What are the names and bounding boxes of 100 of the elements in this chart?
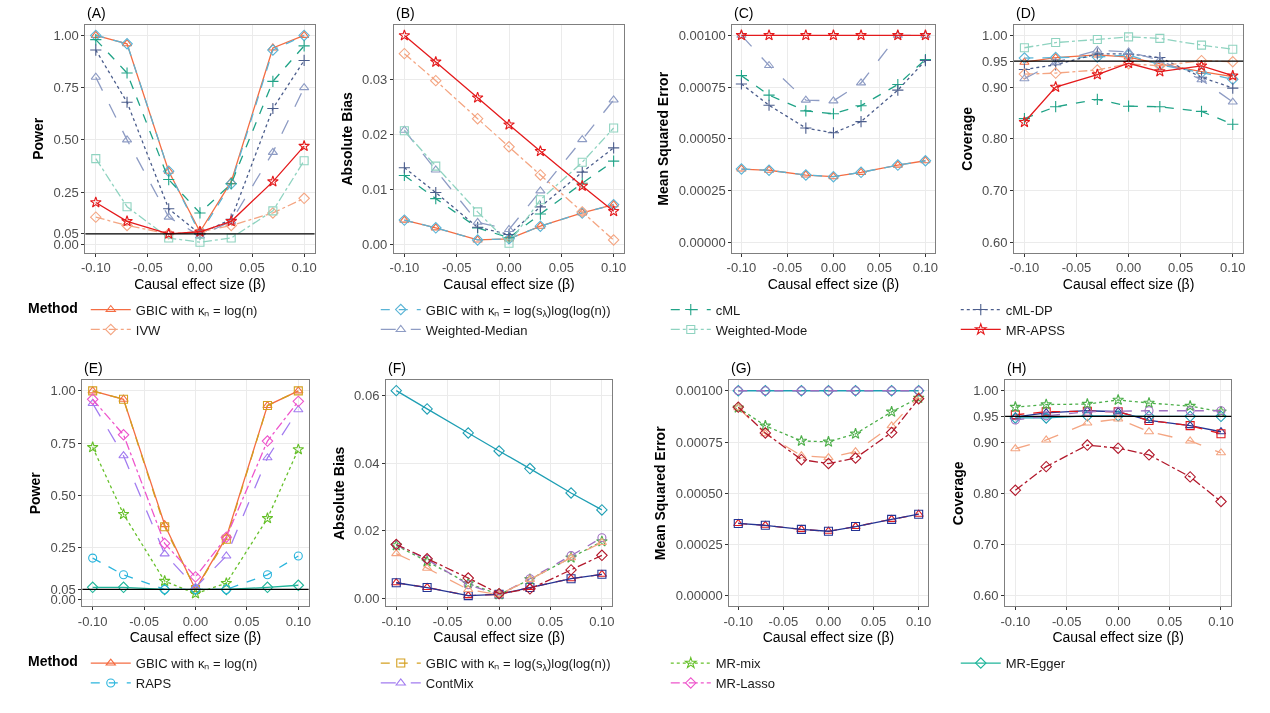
x-axis-title: Causal effect size (β) [433, 629, 565, 646]
y-tick-label: 0.90 [982, 79, 1008, 95]
y-tick-label: 0.00050 [675, 485, 723, 501]
y-tick-label: 0.60 [973, 588, 999, 604]
x-axis-title: Causal effect size (β) [129, 629, 262, 646]
x-tick-label: 0.10 [589, 613, 615, 629]
x-tick-label: 0.05 [1156, 613, 1183, 629]
x-tick-label: 0.00 [815, 613, 842, 629]
x-tick-label: 0.10 [906, 613, 932, 629]
legend-label: GBIC with κₙ = log(n) [135, 302, 258, 318]
x-tick-label: 0.00 [1115, 260, 1142, 276]
legend-label: MR-APSS [1005, 322, 1066, 338]
x-tick-label: 0.10 [912, 260, 939, 276]
y-tick-label: 0.00050 [678, 131, 726, 147]
legend-label: ContMix [425, 676, 474, 692]
x-tick-label: 0.00 [182, 613, 209, 629]
y-tick-label: 0.70 [973, 537, 999, 553]
y-axis-title: Power [27, 471, 44, 515]
legend-label: MR-Egger [1005, 656, 1066, 672]
x-tick-label: 0.00 [187, 260, 213, 276]
y-axis-title: Coverage [949, 461, 966, 526]
y-tick-label: 0.00100 [675, 383, 723, 399]
chart-title: (F) [388, 360, 406, 376]
y-tick-label: 1.00 [973, 383, 999, 399]
y-tick-label: 0.00000 [675, 588, 723, 604]
chart-title: (C) [734, 5, 754, 21]
y-tick-label: 0.95 [982, 53, 1008, 69]
y-tick-label: 0.75 [53, 80, 79, 96]
x-tick-label: 0.10 [291, 260, 317, 276]
y-tick-label: 1.00 [53, 27, 79, 43]
y-tick-label: 0.25 [53, 184, 79, 200]
y-tick-label: 0.02 [362, 127, 388, 143]
y-tick-label: 1.00 [982, 27, 1008, 43]
y-tick-label: 0.02 [354, 523, 380, 539]
y-tick-label: 0.03 [362, 72, 388, 88]
x-axis-title: Causal effect size (β) [767, 275, 900, 292]
y-tick-label: 0.00025 [675, 537, 723, 553]
y-axis-title: Power [30, 117, 47, 160]
x-tick-label: 0.05 [234, 613, 260, 629]
y-tick-label: 0.00075 [675, 434, 723, 450]
x-tick-label: -0.05 [772, 260, 803, 276]
y-tick-label: 0.70 [982, 183, 1008, 199]
y-tick-label: 0.04 [354, 455, 380, 471]
y-tick-label: 0.50 [50, 487, 76, 503]
x-axis-title: Causal effect size (β) [1062, 275, 1195, 292]
legend-label: cML-DP [1005, 302, 1053, 318]
chart-title: (D) [1016, 5, 1036, 21]
x-axis-title: Causal effect size (β) [762, 629, 895, 646]
y-axis-title: Coverage [958, 106, 975, 171]
chart-title: (H) [1007, 360, 1027, 376]
chart-title: (B) [396, 5, 415, 21]
y-tick-label: 1.00 [50, 383, 76, 399]
y-tick-label: 0.00075 [678, 79, 726, 95]
chart-title: (A) [87, 5, 106, 21]
legend-label: MR-mix [715, 656, 762, 672]
y-tick-label: 0.01 [362, 182, 388, 198]
x-tick-label: 0.05 [239, 260, 265, 276]
x-tick-label: -0.10 [389, 260, 420, 276]
legend-label: Weighted-Median [425, 322, 528, 338]
y-tick-label: 0.60 [982, 234, 1008, 250]
legend-label: RAPS [135, 676, 172, 692]
x-tick-label: 0.05 [860, 613, 887, 629]
y-tick-label: 0.00100 [678, 27, 726, 43]
x-tick-label: 0.10 [1208, 613, 1234, 629]
legend-label: MR-Lasso [715, 676, 776, 692]
y-tick-label: 0.00 [362, 237, 388, 253]
y-axis-title: Absolute Bias [330, 446, 347, 540]
legend-title: Method [28, 299, 78, 316]
x-tick-label: 0.00 [496, 260, 522, 276]
x-tick-label: -0.05 [133, 260, 163, 276]
y-tick-label: 0.90 [973, 434, 999, 450]
x-tick-label: -0.10 [77, 613, 108, 629]
x-tick-label: 0.00 [486, 613, 512, 629]
chart-title: (G) [731, 360, 752, 376]
x-tick-label: 0.00 [820, 260, 847, 276]
chart-title: (E) [84, 360, 103, 376]
x-tick-label: -0.05 [441, 260, 472, 276]
x-tick-label: -0.05 [768, 613, 799, 629]
x-axis-title: Causal effect size (β) [443, 275, 575, 292]
y-tick-label: 0.00 [354, 591, 380, 607]
x-tick-label: 0.10 [285, 613, 311, 629]
x-tick-label: 0.05 [1168, 260, 1194, 276]
x-tick-label: -0.10 [1009, 260, 1040, 276]
x-tick-label: -0.10 [1000, 613, 1031, 629]
y-axis-title: Absolute Bias [338, 91, 355, 186]
legend-label: cML [715, 302, 741, 318]
x-axis-title: Causal effect size (β) [1052, 629, 1184, 646]
x-tick-label: -0.10 [381, 613, 412, 629]
y-tick-label: 0.06 [354, 387, 380, 403]
x-axis-title: Causal effect size (β) [134, 275, 266, 292]
y-tick-label: 0.25 [50, 540, 76, 556]
y-tick-label: 0.80 [973, 485, 999, 501]
legend-label: Weighted-Mode [715, 322, 808, 338]
x-tick-label: 0.10 [1220, 260, 1246, 276]
x-tick-label: 0.05 [866, 260, 893, 276]
x-tick-label: -0.05 [1051, 613, 1082, 629]
y-tick-label: 0.00000 [678, 234, 726, 250]
x-tick-label: 0.00 [1105, 613, 1131, 629]
x-tick-label: 0.10 [600, 260, 627, 276]
y-tick-label: 0.95 [973, 408, 999, 424]
